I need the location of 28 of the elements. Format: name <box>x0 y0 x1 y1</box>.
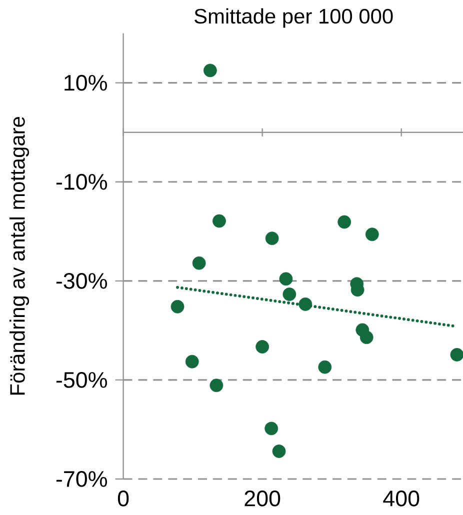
point <box>210 378 224 392</box>
point <box>279 272 293 286</box>
x-tick-label: 200 <box>244 490 280 506</box>
point <box>265 232 279 246</box>
y-tick-label: -30% <box>56 272 107 289</box>
point <box>318 360 332 374</box>
point <box>203 64 217 78</box>
x-axis-title: Smittade per 100 000 <box>194 8 393 28</box>
point <box>450 348 463 362</box>
point <box>192 256 206 270</box>
point <box>264 422 278 436</box>
x-tick-label: 0 <box>118 490 129 506</box>
y-tick-label: -10% <box>56 174 107 190</box>
point <box>170 300 184 314</box>
y-tick-label: 10% <box>64 74 107 91</box>
point <box>272 444 286 458</box>
point <box>256 340 270 354</box>
y-axis-title: Förändring av antal mottagare <box>10 116 30 395</box>
point <box>360 330 374 344</box>
y-tick-label: -70% <box>56 471 107 487</box>
point <box>338 215 352 229</box>
point <box>365 228 379 242</box>
point <box>298 297 312 311</box>
x-tick-label: 400 <box>383 490 420 506</box>
point <box>185 354 199 368</box>
y-tick-label: -50% <box>56 372 107 388</box>
point <box>282 288 296 301</box>
point <box>212 214 226 228</box>
